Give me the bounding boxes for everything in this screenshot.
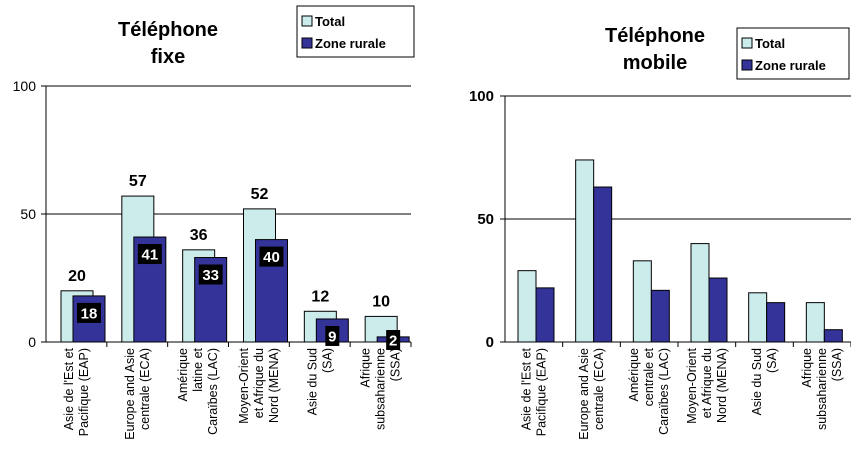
category-label-line: Amérique xyxy=(176,348,190,402)
bar-total xyxy=(575,159,595,343)
category-label-line: Europe and Asie xyxy=(123,348,137,440)
data-label-rural-box xyxy=(259,246,284,267)
y-tick-label: 0 xyxy=(28,334,36,350)
y-tick-label: 0 xyxy=(486,334,494,351)
chart-title-fixe: Téléphone fixe xyxy=(118,19,218,68)
category-label-line: Afrique xyxy=(800,348,814,388)
category-label-line: latine et xyxy=(191,347,205,391)
legend-swatch xyxy=(741,37,753,49)
category-label: Moyen-Orientet Afrique duNord (MENA) xyxy=(685,347,729,423)
legend-swatch xyxy=(301,37,313,49)
legend: Total Zone rurale xyxy=(736,27,850,80)
data-label-rural-box xyxy=(77,302,101,323)
category-label: Afriquesubsaharienne(SSA) xyxy=(800,348,844,430)
y-tick-label: 100 xyxy=(13,78,37,94)
chart-title-line: Téléphone xyxy=(605,25,705,47)
chart-title-line: Téléphone xyxy=(118,19,218,41)
chart-mobile: Téléphone mobile 0 50 100 Asie de l'Est etPac… xyxy=(469,25,851,440)
category-label-line: subsaharienne xyxy=(374,348,388,430)
category-label-line: centrale (ECA) xyxy=(592,348,606,430)
bar-total xyxy=(690,243,710,343)
y-tick-label: 100 xyxy=(469,88,494,105)
category-label: Asie du Sud(SA) xyxy=(305,348,334,415)
bar-rural xyxy=(650,289,670,343)
data-label-rural-box xyxy=(198,264,223,285)
legend-box xyxy=(296,5,415,58)
category-label-line: Pacifique (EAP) xyxy=(534,348,548,436)
category-label: Moyen-Orientet Afrique duNord (MENA) xyxy=(237,347,281,423)
bar-total xyxy=(805,302,825,343)
bar-total xyxy=(517,270,537,343)
data-label-total: 36 xyxy=(190,227,208,244)
category-label: Amériquelatine etCaraïbes (LAC) xyxy=(176,347,220,434)
data-label-rural: 40 xyxy=(263,249,280,266)
data-label-rural-box xyxy=(137,244,162,265)
chart-title-line: fixe xyxy=(151,46,185,68)
category-label-line: Moyen-Orient xyxy=(237,347,251,423)
chart-title-line: mobile xyxy=(623,52,687,74)
category-label: Amériquecentrale etCaraïbes (LAC) xyxy=(627,347,671,434)
category-label: Afriquesubsaharienne(SSA) xyxy=(359,348,403,430)
data-label-rural: 33 xyxy=(202,267,219,284)
legend-label: Zone rurale xyxy=(315,36,386,51)
legend-label: Zone rurale xyxy=(755,58,826,73)
bar-rural xyxy=(708,277,728,343)
legend-label: Total xyxy=(315,14,345,29)
category-label-line: Nord (MENA) xyxy=(267,348,281,423)
data-label-total: 52 xyxy=(251,186,269,203)
category-label-line: Amérique xyxy=(627,348,641,402)
legend-swatch xyxy=(301,15,313,27)
category-label-line: centrale (ECA) xyxy=(138,348,152,430)
data-label-rural: 2 xyxy=(389,333,397,350)
category-label-line: (SA) xyxy=(765,348,779,373)
data-label-rural: 18 xyxy=(81,305,98,322)
category-label-line: Nord (MENA) xyxy=(715,348,729,423)
category-label-line: Caraïbes (LAC) xyxy=(206,348,220,435)
bar-rural xyxy=(766,302,786,343)
bar-rural xyxy=(823,329,843,343)
category-label-line: (SSA) xyxy=(830,348,844,381)
category-label-line: et Afrique du xyxy=(252,348,266,418)
bar-total xyxy=(748,292,768,343)
category-label-line: et Afrique du xyxy=(700,348,714,418)
bar-rural xyxy=(593,186,613,343)
legend-swatch xyxy=(741,59,753,71)
category-label-line: Moyen-Orient xyxy=(685,347,699,423)
y-tick-label: 50 xyxy=(20,206,36,222)
category-label-line: centrale et xyxy=(642,347,656,406)
category-label-line: (SA) xyxy=(320,348,334,373)
category-label-line: (SSA) xyxy=(389,348,403,381)
chart-fixe: Téléphone fixe 0 50 100 20 18 57 41 36 33 52 40 12 9 10… xyxy=(13,5,415,440)
category-label: Europe and Asiecentrale (ECA) xyxy=(123,348,152,440)
data-label-rural-box xyxy=(325,325,340,346)
data-label-total: 20 xyxy=(68,268,86,285)
bar-total xyxy=(632,260,652,343)
y-tick-label: 50 xyxy=(477,211,494,228)
data-label-rural-box xyxy=(386,330,401,350)
legend: Total Zone rurale xyxy=(296,5,415,58)
category-label-line: Afrique xyxy=(359,348,373,388)
data-label-total: 10 xyxy=(372,293,390,310)
category-label-line: Caraïbes (LAC) xyxy=(657,348,671,435)
data-label-rural: 41 xyxy=(141,247,158,264)
chart-title-mobile: Téléphone mobile xyxy=(605,25,705,74)
category-label-line: subsaharienne xyxy=(815,348,829,430)
legend-box xyxy=(736,27,850,80)
legend-label: Total xyxy=(755,36,785,51)
data-label-total: 12 xyxy=(311,288,329,305)
category-label-line: Asie de l'Est et xyxy=(62,347,76,430)
data-label-total: 57 xyxy=(129,173,147,190)
category-label: Asie de l'Est etPacifique (EAP) xyxy=(519,347,548,436)
category-label-line: Asie de l'Est et xyxy=(519,347,533,430)
category-label-line: Asie du Sud xyxy=(750,348,764,415)
category-label: Asie du Sud(SA) xyxy=(750,348,779,415)
category-label-line: Europe and Asie xyxy=(577,348,591,440)
category-label: Asie de l'Est etPacifique (EAP) xyxy=(62,347,91,436)
bar-rural xyxy=(535,287,555,343)
category-label-line: Pacifique (EAP) xyxy=(77,348,91,436)
category-label: Europe and Asiecentrale (ECA) xyxy=(577,348,606,440)
data-label-rural: 9 xyxy=(328,328,336,345)
category-label-line: Asie du Sud xyxy=(305,348,319,415)
